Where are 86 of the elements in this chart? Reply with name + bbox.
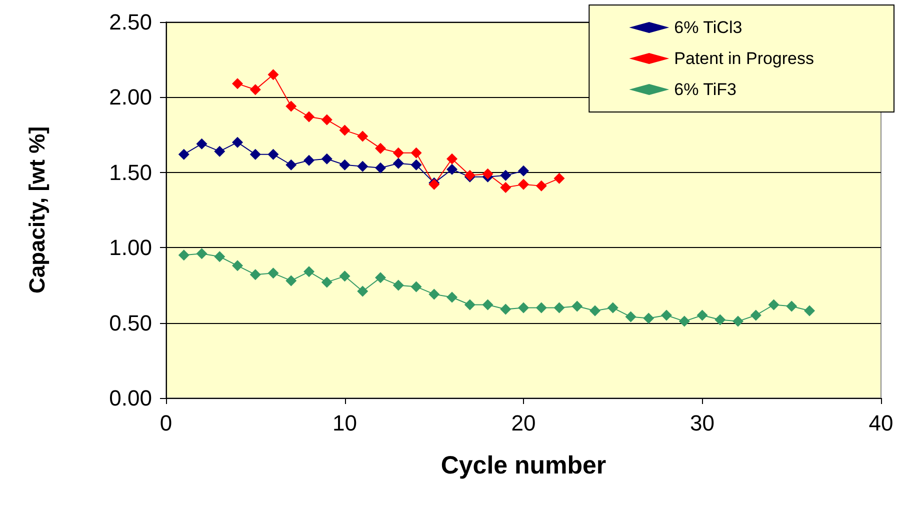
point — [375, 162, 386, 174]
point — [304, 154, 314, 166]
point — [304, 266, 314, 278]
point — [500, 304, 512, 315]
x-tick-label: 20 — [511, 410, 536, 436]
point — [554, 172, 565, 184]
x-axis-title: Cycle number — [440, 452, 606, 480]
point — [214, 146, 226, 157]
point — [357, 160, 368, 172]
point — [304, 111, 314, 122]
point — [536, 180, 547, 192]
x-tick-label: 40 — [868, 410, 894, 436]
point — [500, 170, 512, 181]
point — [250, 269, 261, 280]
point — [321, 153, 332, 164]
point — [268, 148, 279, 160]
x-tick-label: 30 — [690, 410, 714, 436]
point — [643, 312, 654, 324]
point — [286, 100, 297, 112]
point — [482, 168, 494, 180]
point — [428, 288, 440, 300]
point — [518, 165, 529, 176]
point — [268, 268, 279, 279]
point — [572, 300, 583, 312]
point — [339, 159, 350, 170]
point — [232, 136, 243, 148]
point — [768, 299, 780, 310]
point — [518, 302, 529, 314]
x-tick-label: 0 — [160, 410, 172, 436]
point — [268, 69, 279, 80]
legend-label: 6% TiF3 — [674, 80, 737, 99]
point — [286, 275, 297, 286]
point — [625, 311, 636, 322]
point — [446, 292, 458, 303]
point — [357, 130, 368, 142]
point — [392, 147, 404, 158]
point — [392, 280, 404, 291]
point — [750, 310, 762, 321]
point — [714, 314, 726, 326]
point — [232, 260, 243, 272]
point — [196, 138, 208, 150]
y-tick-label: 2.00 — [109, 84, 152, 110]
y-tick-label: 1.00 — [109, 235, 152, 260]
point — [250, 148, 261, 160]
point — [410, 159, 422, 170]
point — [232, 78, 243, 90]
point — [410, 147, 422, 158]
point — [590, 305, 600, 316]
point — [250, 84, 261, 96]
point — [321, 114, 332, 126]
point — [178, 250, 190, 261]
point — [339, 270, 350, 282]
point — [392, 158, 404, 169]
point — [500, 182, 512, 193]
point — [286, 159, 297, 170]
point — [482, 299, 494, 310]
point — [678, 316, 690, 327]
point — [357, 286, 368, 297]
point — [786, 300, 798, 312]
legend-label: 6% TiCl3 — [674, 18, 742, 37]
y-axis-title: Capacity, [wt %] — [24, 126, 50, 294]
point — [339, 124, 350, 136]
point — [536, 302, 547, 314]
point — [178, 148, 190, 160]
point — [696, 310, 708, 321]
y-tick-label: 0.50 — [109, 310, 152, 336]
point — [607, 302, 618, 314]
point — [464, 299, 476, 310]
legend-label: Patent in Progress — [674, 49, 814, 68]
point — [375, 142, 386, 154]
point — [214, 251, 226, 262]
point — [732, 316, 744, 327]
point — [446, 153, 458, 164]
point — [446, 164, 458, 175]
point — [661, 310, 672, 321]
point — [804, 305, 815, 316]
point — [321, 276, 332, 288]
x-tick-label: 10 — [332, 410, 357, 436]
point — [518, 178, 529, 190]
y-tick-label: 2.50 — [109, 10, 152, 34]
point — [410, 281, 422, 292]
point — [375, 272, 386, 284]
y-tick-label: 0.00 — [109, 386, 152, 410]
point — [196, 248, 208, 260]
point — [554, 302, 565, 314]
y-tick-label: 1.50 — [109, 160, 152, 185]
